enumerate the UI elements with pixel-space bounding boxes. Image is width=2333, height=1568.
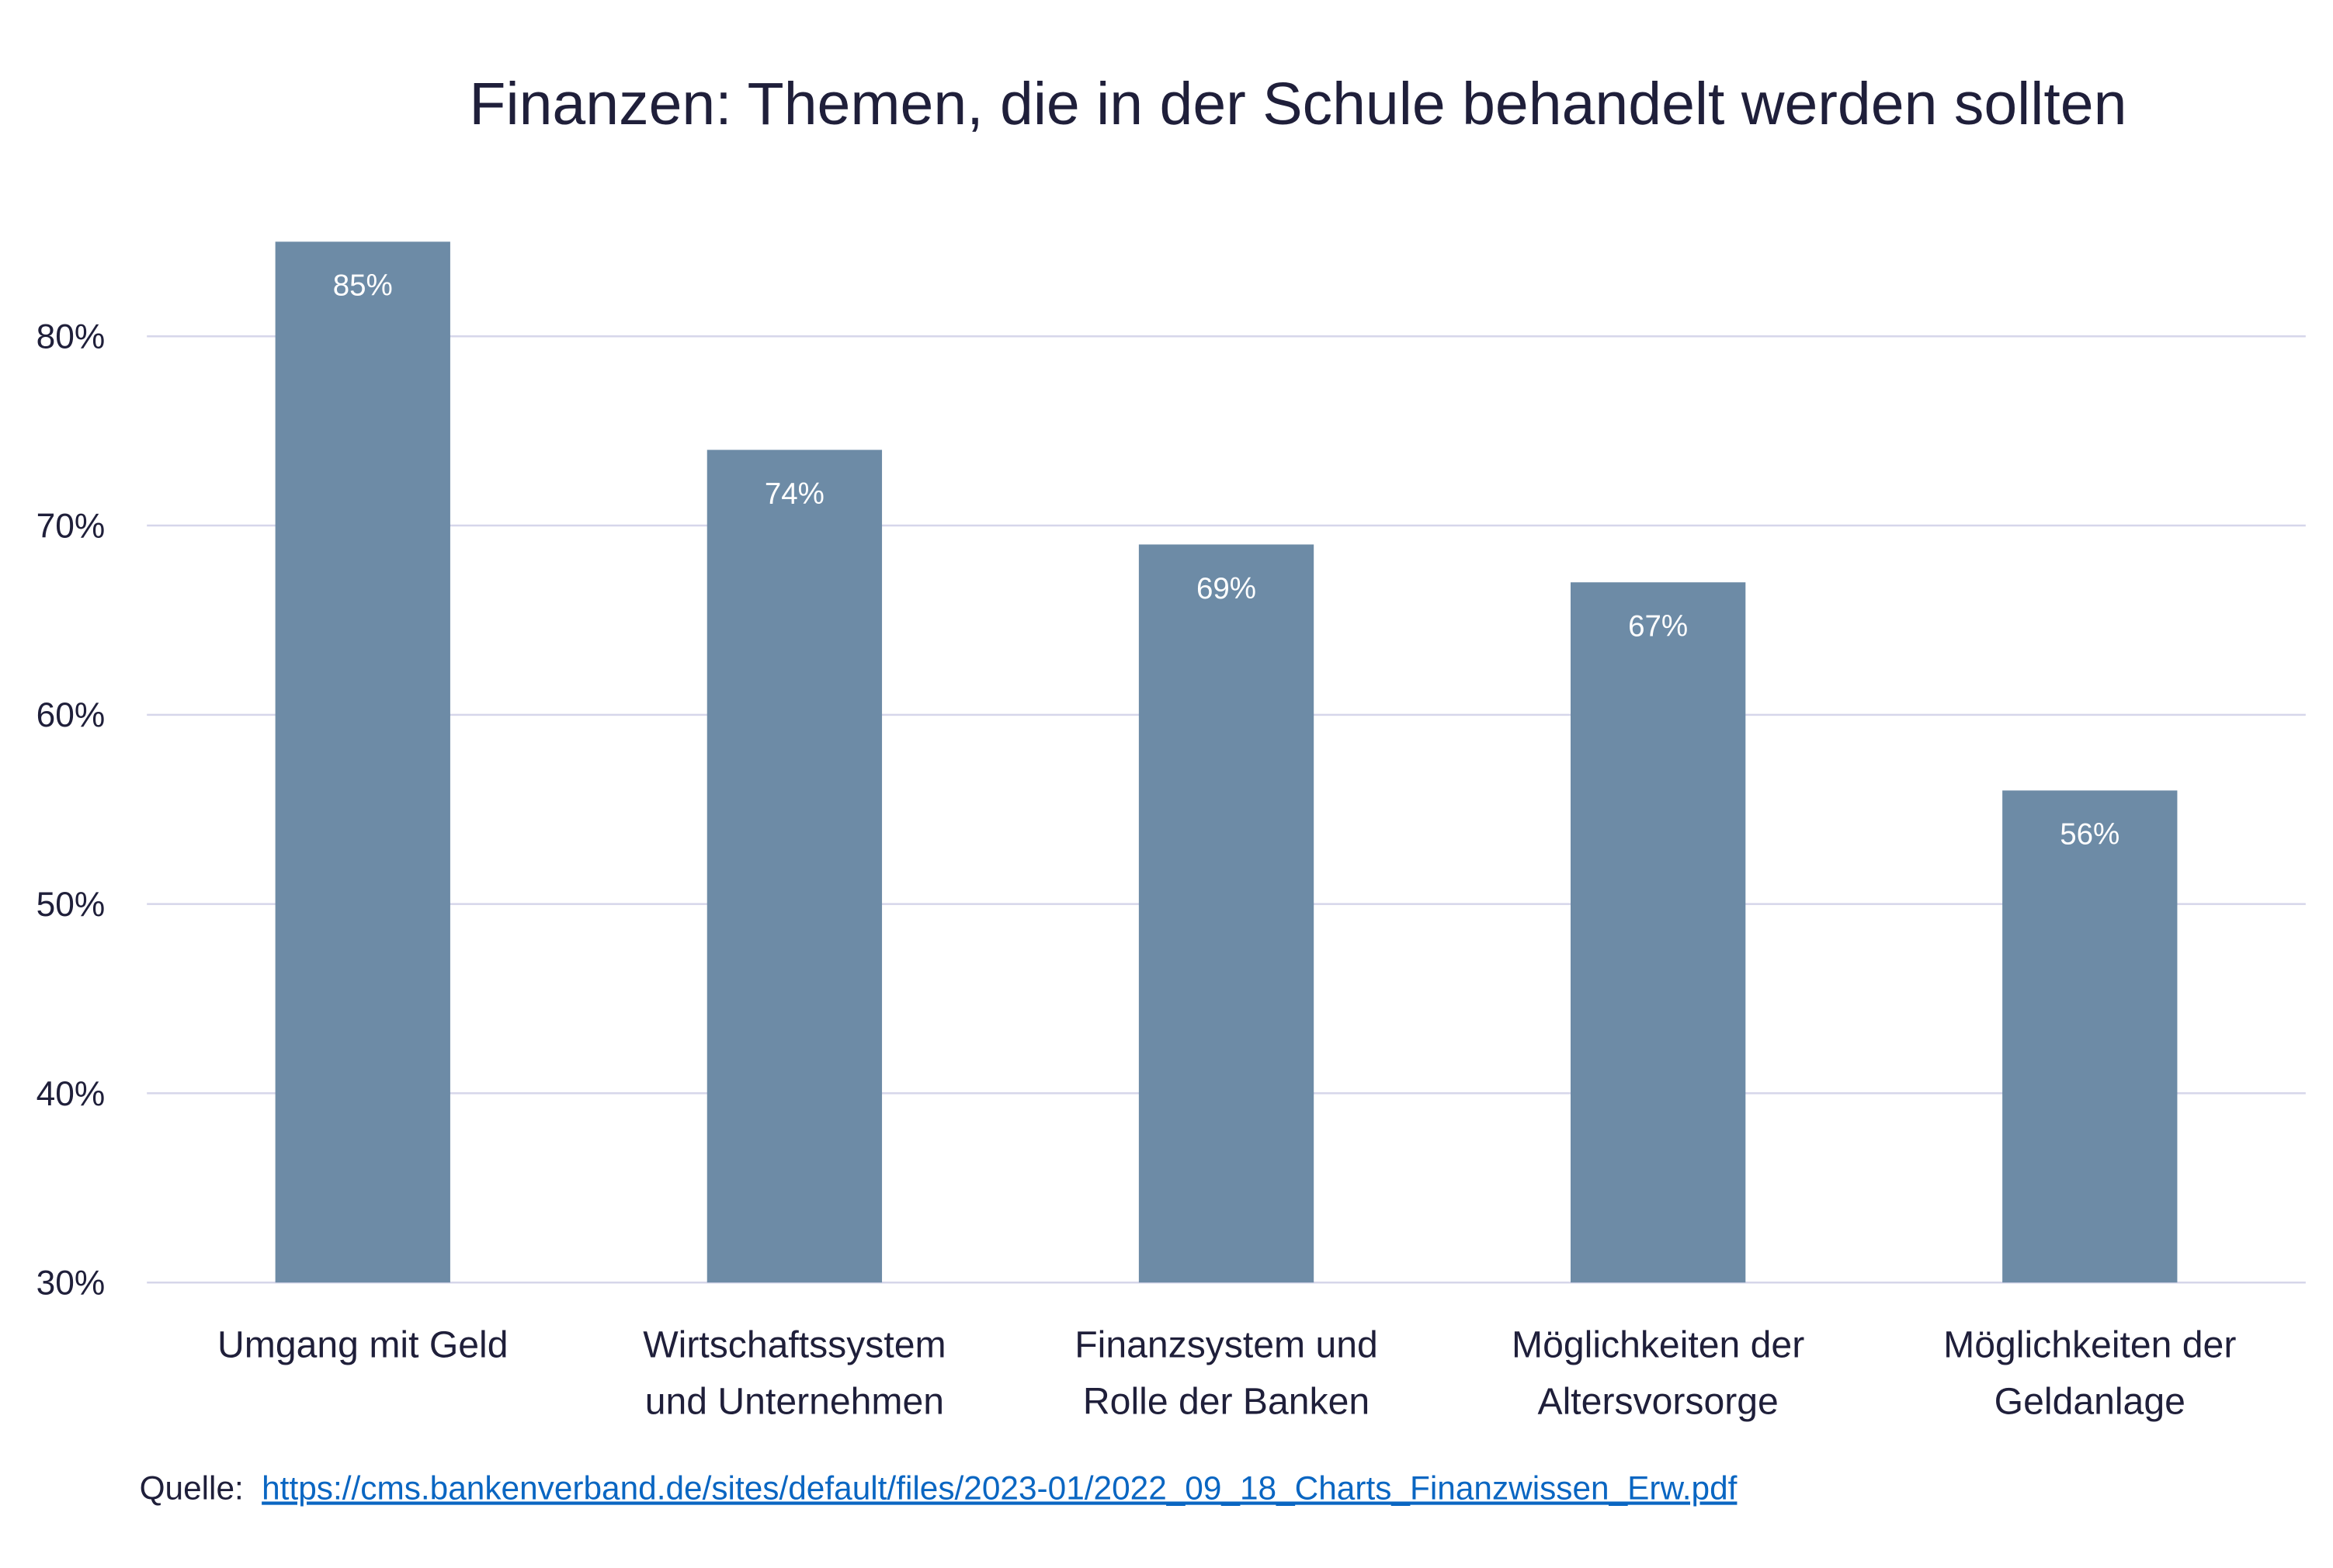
x-tick-label: Möglichkeiten der bbox=[1943, 1323, 2236, 1365]
y-tick-label: 30% bbox=[36, 1264, 106, 1303]
x-tick-label: Rolle der Banken bbox=[1083, 1381, 1370, 1423]
y-axis-ticks: 30% 40% 50% 60% 70% 80% bbox=[36, 318, 106, 1303]
y-tick-label: 50% bbox=[36, 886, 106, 924]
bar bbox=[706, 449, 883, 1283]
bar bbox=[275, 241, 450, 1283]
data-label: 67% bbox=[1628, 610, 1688, 644]
data-label: 74% bbox=[765, 477, 825, 511]
x-tick-label: Altersvorsorge bbox=[1538, 1381, 1779, 1423]
bar bbox=[2002, 790, 2178, 1283]
x-tick-label: Wirtschaftssystem bbox=[643, 1323, 946, 1365]
x-tick-label: Geldanlage bbox=[1995, 1381, 2185, 1423]
y-tick-label: 80% bbox=[36, 318, 106, 356]
bar bbox=[1571, 582, 1746, 1283]
x-tick-label: Finanzsystem und bbox=[1074, 1323, 1378, 1365]
source-link[interactable]: https://cms.bankenverband.de/sites/defau… bbox=[262, 1469, 1738, 1506]
chart-title: Finanzen: Themen, die in der Schule beha… bbox=[469, 71, 2126, 137]
source-line: Quelle: https://cms.bankenverband.de/sit… bbox=[140, 1469, 1738, 1506]
data-label: 85% bbox=[333, 269, 393, 303]
bars bbox=[275, 241, 2178, 1283]
y-tick-label: 60% bbox=[36, 696, 106, 734]
bar bbox=[1138, 544, 1314, 1283]
x-axis-ticks: Umgang mit Geld Wirtschaftssystem und Unte… bbox=[217, 1323, 2236, 1422]
y-tick-label: 40% bbox=[36, 1075, 106, 1113]
x-tick-label: Möglichkeiten der bbox=[1512, 1323, 1804, 1365]
x-tick-label: Umgang mit Geld bbox=[217, 1323, 508, 1365]
y-tick-label: 70% bbox=[36, 507, 106, 545]
data-label: 69% bbox=[1196, 572, 1256, 605]
source-label: Quelle: bbox=[140, 1469, 244, 1506]
data-labels: 85% 74% 69% 67% 56% bbox=[333, 269, 2120, 852]
x-tick-label: und Unternehmen bbox=[645, 1381, 944, 1423]
data-label: 56% bbox=[2060, 818, 2119, 852]
